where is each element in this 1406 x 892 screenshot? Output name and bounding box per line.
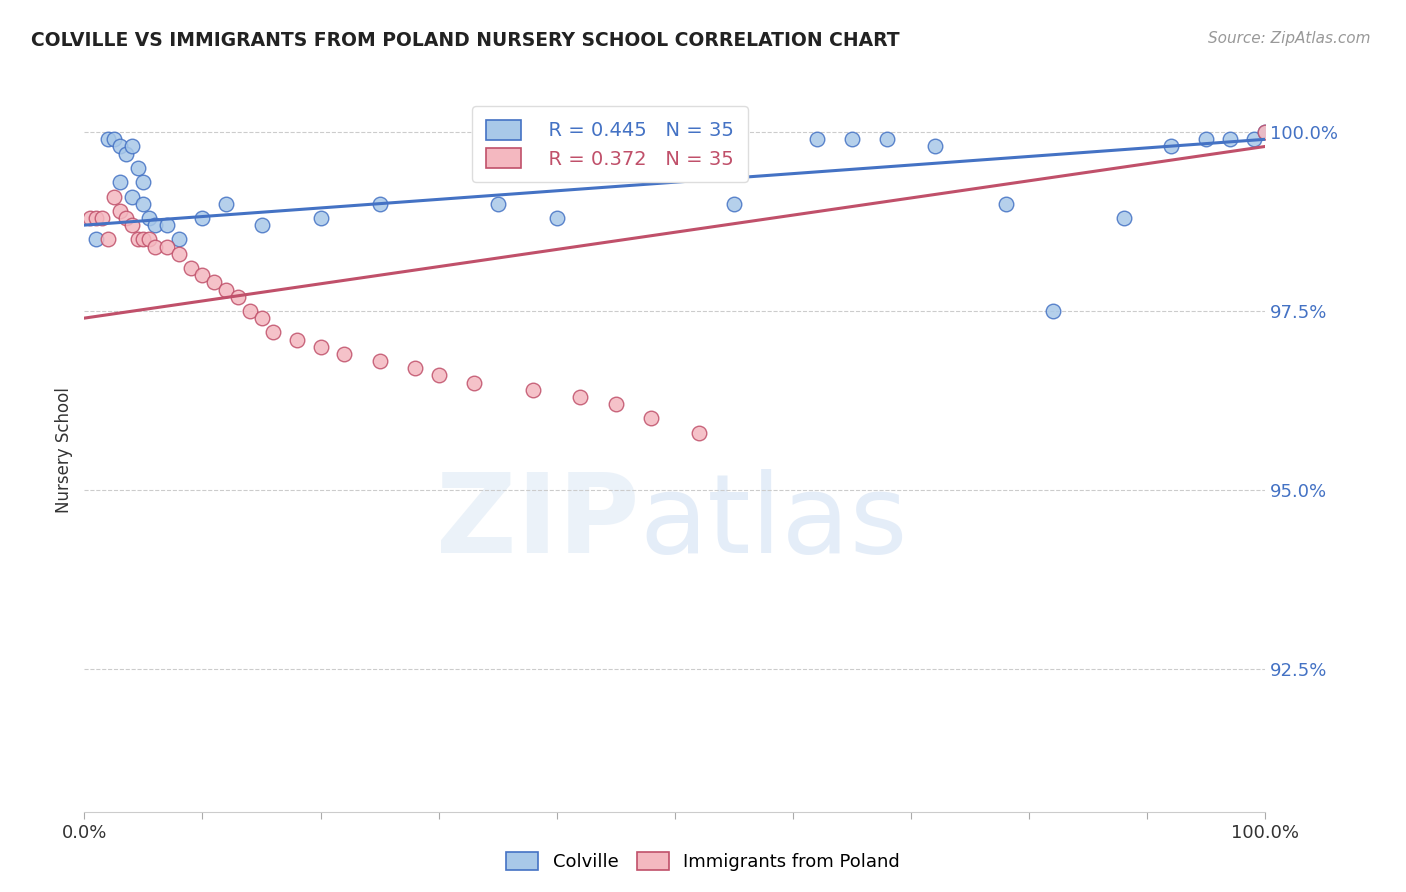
Legend: Colville, Immigrants from Poland: Colville, Immigrants from Poland (499, 845, 907, 879)
Point (486, 196, 509, 211)
Point (1112, 211, 1135, 225)
Text: Source: ZipAtlas.com: Source: ZipAtlas.com (1208, 31, 1371, 46)
Point (143, 218, 166, 232)
Point (132, 232, 155, 246)
Point (522, 383, 544, 397)
Point (191, 268, 214, 283)
Point (121, 189, 143, 203)
Point (640, 411, 662, 425)
Point (127, 232, 149, 246)
Point (156, 218, 179, 232)
Point (463, 376, 485, 390)
Point (84, 232, 107, 246)
Point (404, 361, 426, 376)
Point (84, 211, 107, 225)
Point (368, 196, 391, 211)
Point (121, 218, 143, 232)
Point (546, 211, 568, 225)
Point (1254, 125, 1277, 139)
Point (569, 390, 592, 404)
Text: COLVILLE VS IMMIGRANTS FROM POLAND NURSERY SCHOOL CORRELATION CHART: COLVILLE VS IMMIGRANTS FROM POLAND NURSE… (31, 31, 900, 50)
Point (239, 304, 262, 318)
Point (333, 347, 356, 361)
Point (250, 218, 273, 232)
Point (427, 368, 450, 383)
Point (103, 189, 125, 203)
Point (994, 196, 1017, 211)
Point (108, 203, 131, 218)
Point (97, 232, 120, 246)
Point (156, 239, 179, 253)
Point (309, 211, 332, 225)
Point (285, 333, 308, 347)
Point (1195, 132, 1218, 146)
Point (132, 175, 155, 189)
Text: atlas: atlas (640, 469, 908, 576)
Point (605, 397, 627, 411)
Text: ZIP: ZIP (436, 469, 640, 576)
Point (114, 211, 136, 225)
Point (806, 132, 828, 146)
Point (1254, 125, 1277, 139)
Point (127, 161, 149, 175)
Point (226, 290, 249, 304)
Point (167, 232, 190, 246)
Point (1042, 304, 1064, 318)
Point (202, 276, 225, 290)
Point (368, 354, 391, 368)
Point (309, 340, 332, 354)
Point (138, 232, 160, 246)
Point (138, 211, 160, 225)
Point (1219, 132, 1241, 146)
Point (132, 196, 155, 211)
Point (91, 211, 114, 225)
Point (97, 132, 120, 146)
Point (191, 211, 214, 225)
Point (108, 139, 131, 153)
Point (1243, 132, 1265, 146)
Point (215, 196, 238, 211)
Point (103, 132, 125, 146)
Point (262, 326, 284, 340)
Point (841, 132, 863, 146)
Point (688, 425, 710, 440)
Point (167, 246, 190, 260)
Point (876, 132, 898, 146)
Point (79, 211, 101, 225)
Point (114, 146, 136, 161)
Point (121, 139, 143, 153)
Point (723, 196, 745, 211)
Point (108, 175, 131, 189)
Legend:   R = 0.445   N = 35,   R = 0.372   N = 35: R = 0.445 N = 35, R = 0.372 N = 35 (472, 106, 748, 182)
Point (215, 283, 238, 297)
Point (180, 260, 202, 275)
Y-axis label: Nursery School: Nursery School (55, 387, 73, 514)
Point (250, 311, 273, 326)
Point (1160, 139, 1182, 153)
Point (143, 239, 166, 253)
Point (924, 139, 946, 153)
